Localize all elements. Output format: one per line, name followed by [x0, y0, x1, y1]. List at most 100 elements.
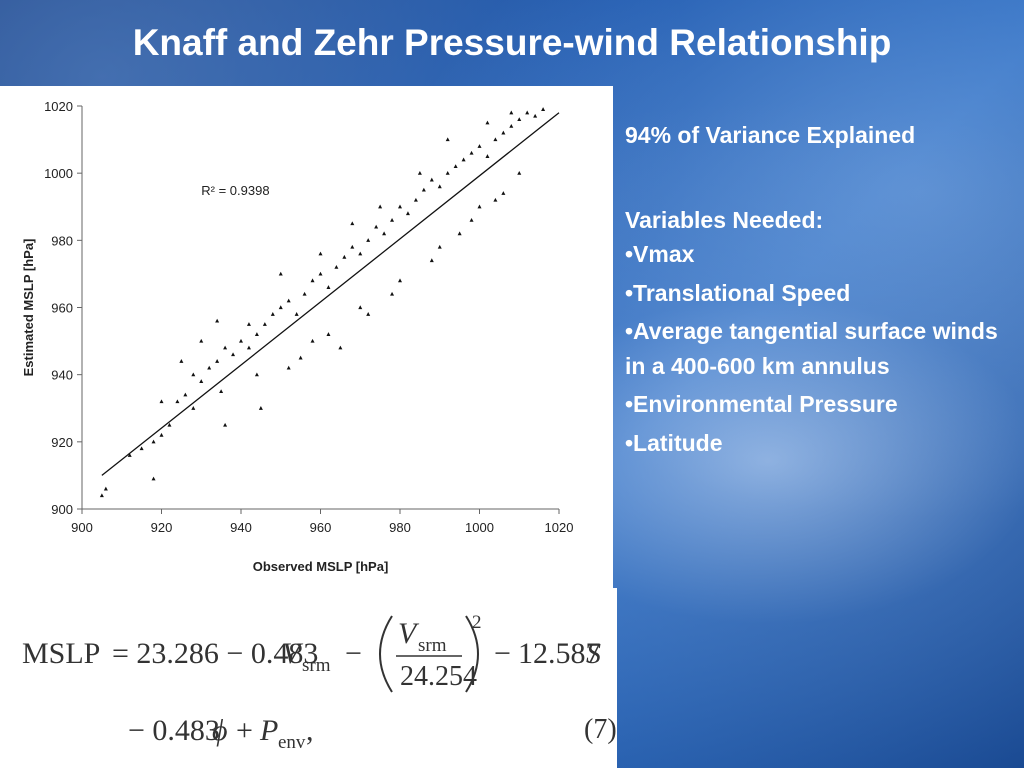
data-point	[159, 399, 164, 404]
data-point	[207, 365, 212, 370]
data-point	[398, 278, 402, 283]
data-point	[421, 187, 426, 192]
data-point	[493, 137, 498, 142]
data-point	[99, 493, 104, 498]
data-point	[254, 332, 259, 336]
data-point	[390, 217, 395, 222]
eq-v-symbol: V	[282, 637, 304, 670]
data-point	[246, 345, 251, 350]
data-point	[219, 389, 224, 394]
data-point	[525, 110, 530, 115]
data-point	[139, 446, 144, 451]
equation-svg: MSLP = 23.286 − 0.483 V srm − V srm 24.2…	[22, 612, 617, 753]
eq-comma: ,	[306, 714, 314, 747]
eq-frac-num-sub: srm	[418, 635, 447, 656]
variables-heading: Variables Needed:	[625, 206, 824, 233]
data-point	[334, 265, 339, 269]
data-point	[477, 204, 482, 209]
data-point	[310, 338, 315, 343]
data-point	[151, 476, 156, 481]
data-point	[485, 120, 490, 125]
y-tick-label: 900	[51, 502, 73, 517]
data-point	[457, 231, 462, 236]
data-point	[191, 406, 196, 410]
data-point	[298, 355, 303, 360]
data-point	[501, 191, 506, 195]
data-point	[350, 221, 355, 226]
data-point	[405, 211, 410, 216]
fit-line	[101, 112, 560, 476]
data-point	[326, 332, 331, 336]
data-point	[413, 197, 418, 202]
data-point	[183, 392, 188, 397]
data-point	[366, 238, 371, 242]
eq-p-symbol: P	[259, 714, 278, 747]
data-point	[191, 372, 196, 377]
slide-title: Knaff and Zehr Pressure-wind Relationshi…	[132, 22, 892, 63]
eq-s-symbol: S	[586, 637, 601, 670]
data-point	[493, 197, 498, 202]
eq-phi: ϕ	[212, 714, 228, 747]
variance-explained: 94% of Variance Explained	[625, 122, 916, 148]
data-point	[103, 486, 108, 491]
data-point	[366, 312, 371, 316]
eq-v-subscript: srm	[302, 655, 331, 676]
eq-plus: +	[236, 714, 253, 747]
data-point	[417, 170, 422, 175]
eq-minus: −	[345, 637, 362, 670]
eq-line2-prefix: − 0.483	[128, 714, 220, 747]
data-point	[445, 170, 450, 175]
x-tick-label: 900	[71, 520, 93, 535]
x-axis-label: Observed MSLP [hPa]	[253, 559, 389, 574]
data-point	[278, 271, 283, 276]
data-point	[358, 305, 363, 310]
data-point	[445, 137, 450, 142]
bullet-tangential-winds: •Average tangential surface winds in a 4…	[625, 318, 998, 379]
data-point	[398, 204, 402, 209]
data-point	[338, 345, 343, 350]
data-point	[286, 365, 291, 370]
data-point	[485, 154, 490, 158]
eq-p-subscript: env	[278, 732, 306, 753]
x-tick-label: 920	[151, 520, 173, 535]
eq-frac-den: 24.254	[400, 661, 477, 692]
data-point	[509, 123, 514, 128]
eq-minus-2: −	[494, 637, 511, 670]
scatter-chart-svg: 900 920 940 960 980 1000 1020 900 920 940 960 980 10…	[21, 99, 574, 574]
data-point	[223, 422, 228, 427]
data-point	[378, 204, 383, 209]
x-tick-label: 1020	[545, 520, 574, 535]
data-point	[429, 177, 434, 182]
data-point	[517, 170, 522, 175]
eq-number: (7)	[584, 714, 617, 745]
equation-panel: MSLP = 23.286 − 0.483 V srm − V srm 24.2…	[0, 588, 617, 768]
y-axis-label: Estimated MSLP [hPa]	[21, 239, 36, 377]
eq-lhs: MSLP	[22, 637, 100, 670]
data-point	[127, 453, 132, 457]
data-point	[390, 291, 395, 296]
right-paren	[465, 615, 479, 693]
y-tick-label: 980	[51, 233, 73, 248]
data-point	[294, 312, 299, 316]
data-point	[239, 338, 243, 343]
y-tick-label: 960	[51, 301, 73, 316]
data-point	[262, 322, 267, 326]
left-paren	[379, 615, 393, 693]
data-point	[310, 278, 315, 283]
bullet-environmental-pressure: •Environmental Pressure	[625, 391, 898, 417]
data-point	[533, 113, 538, 118]
data-point	[318, 271, 323, 276]
data-point	[231, 352, 236, 357]
r-squared-annotation: R² = 0.9398	[201, 183, 269, 198]
x-tick-label: 980	[389, 520, 411, 535]
eq-exponent: 2	[472, 612, 482, 633]
data-point	[179, 359, 184, 363]
bullet-latitude: •Latitude	[625, 429, 723, 456]
y-tick-label: 940	[51, 368, 73, 383]
data-point	[437, 184, 442, 189]
data-point	[342, 254, 347, 259]
data-point	[350, 244, 355, 249]
data-point	[258, 406, 263, 410]
data-point	[429, 258, 434, 263]
bullet-translational-speed: •Translational Speed	[625, 279, 851, 306]
